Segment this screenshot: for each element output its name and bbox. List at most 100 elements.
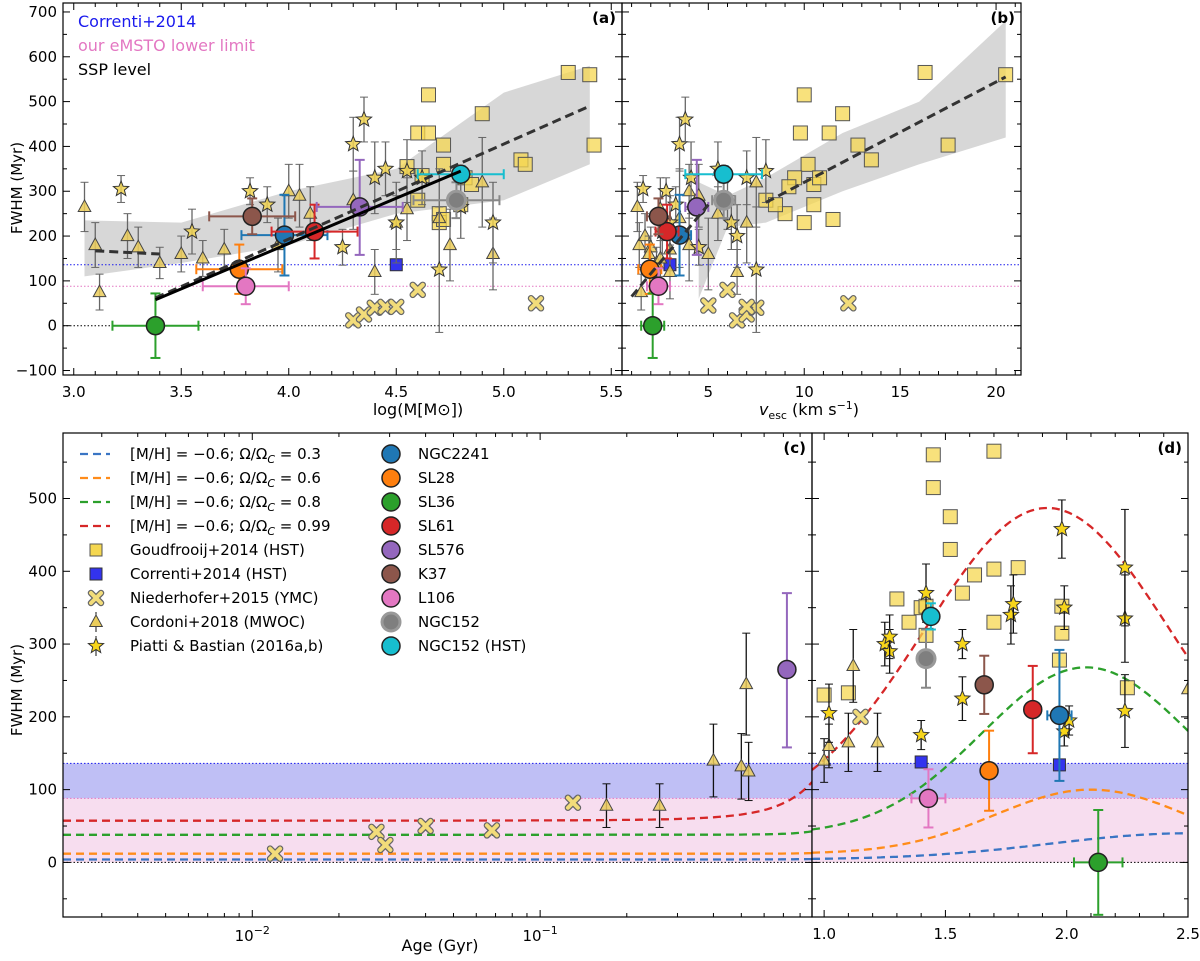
cordoni-triangle bbox=[632, 236, 647, 251]
goudfrooij-square bbox=[942, 509, 958, 525]
piatti-star bbox=[880, 627, 899, 645]
goudfrooij-square bbox=[1010, 560, 1026, 576]
sl576-marker bbox=[777, 659, 797, 680]
goudfrooij-square bbox=[986, 561, 1002, 577]
sl576-marker bbox=[687, 197, 707, 217]
legend-cordoni-marker bbox=[88, 613, 104, 628]
k37-marker bbox=[974, 675, 994, 695]
piatti-star bbox=[689, 237, 708, 255]
goudfrooij-square bbox=[925, 447, 941, 463]
fit-confidence-band bbox=[84, 65, 590, 277]
goudfrooij-square bbox=[940, 137, 956, 153]
cordoni-triangle bbox=[152, 254, 167, 269]
goudfrooij-square bbox=[986, 443, 1002, 459]
goudfrooij-square bbox=[986, 614, 1002, 630]
legend-text: Correnti+2014 bbox=[78, 12, 196, 31]
ylabel-top: FWHM (Myr) bbox=[8, 142, 26, 234]
y-tick-label: 500 bbox=[28, 93, 57, 111]
y-tick-label: −100 bbox=[16, 362, 57, 380]
goudfrooij-square bbox=[825, 211, 841, 227]
piatti-star bbox=[728, 226, 746, 244]
x-tick-label: 4.5 bbox=[384, 383, 408, 401]
legend-correnti-marker bbox=[89, 567, 103, 581]
ngc152-hst-marker bbox=[713, 164, 734, 184]
panel-b: 5 10 15 20 (b) bbox=[621, 2, 1022, 401]
goudfrooij-square bbox=[1054, 625, 1070, 641]
piatti-star bbox=[676, 110, 695, 128]
cordoni-triangle bbox=[174, 245, 189, 260]
x-tick-label: 10 bbox=[795, 383, 814, 401]
fit-line bbox=[154, 169, 462, 302]
x-tick-label: 2.5 bbox=[1176, 925, 1200, 943]
y-tick-label: 0 bbox=[47, 853, 57, 871]
piatti-star bbox=[1002, 605, 1020, 623]
niederhofer-cross bbox=[701, 298, 716, 313]
cordoni-triangle bbox=[870, 734, 885, 748]
goudfrooij-square bbox=[767, 197, 783, 213]
model-curve bbox=[63, 851, 812, 855]
legend-model-value: = 0.99 bbox=[275, 517, 331, 535]
goudfrooij-square bbox=[840, 685, 856, 701]
piatti-star bbox=[398, 161, 416, 179]
legend-sample-text: Piatti & Bastian (2016a,b) bbox=[130, 637, 323, 655]
legend-model-sub: C bbox=[267, 477, 275, 490]
cordoni-triangle bbox=[88, 236, 103, 251]
y-tick-label: 400 bbox=[28, 562, 57, 580]
piatti-star bbox=[183, 222, 201, 240]
legend-cluster-text: NGC2241 bbox=[418, 445, 490, 463]
legend-model-text: [M/H] = −0.6; Ω/ΩC = 0.6 bbox=[130, 469, 321, 490]
legend-cluster-marker bbox=[381, 468, 401, 488]
fit-confidence-band bbox=[698, 20, 1006, 299]
goudfrooij-square bbox=[954, 585, 970, 601]
cordoni-triangle bbox=[120, 228, 135, 242]
ylabel-bottom: FWHM (Myr) bbox=[8, 644, 26, 736]
xlabel-a: log(M[M⊙]) bbox=[373, 400, 463, 419]
x-tick-label: 5 bbox=[704, 383, 714, 401]
x-tick-label: 4.0 bbox=[277, 383, 301, 401]
goudfrooij-square bbox=[421, 125, 436, 141]
legend-model-value: = 0.8 bbox=[275, 493, 321, 511]
goudfrooij-square bbox=[942, 541, 958, 557]
legend-model-text: [M/H] = −0.6; Ω/ΩC = 0.3 bbox=[130, 445, 321, 466]
piatti-star bbox=[953, 689, 972, 707]
niederhofer-cross bbox=[378, 837, 393, 852]
piatti-star bbox=[1116, 558, 1134, 576]
cordoni-triangle bbox=[1194, 652, 1200, 664]
legend-text: our eMSTO lower limit bbox=[78, 36, 255, 55]
cordoni-triangle bbox=[681, 236, 697, 251]
k37-marker bbox=[242, 206, 262, 227]
x-tick-label: 10−1 bbox=[522, 924, 557, 945]
legend-cluster-text: SL61 bbox=[418, 517, 455, 535]
ngc152-marker bbox=[915, 648, 937, 670]
legend-model-main: [M/H] = −0.6; Ω/Ω bbox=[130, 469, 267, 487]
piatti-star bbox=[953, 634, 972, 652]
legend-goudfrooij-marker bbox=[89, 543, 103, 557]
goudfrooij-square bbox=[806, 197, 822, 213]
model-curve bbox=[63, 830, 812, 836]
niederhofer-cross bbox=[484, 823, 499, 838]
panel-label: (a) bbox=[592, 9, 616, 27]
legend-niederhofer-marker bbox=[89, 591, 103, 605]
l106-marker bbox=[918, 788, 939, 809]
legend-model-value: = 0.3 bbox=[275, 445, 321, 463]
legend-model-text: [M/H] = −0.6; Ω/ΩC = 0.8 bbox=[130, 493, 321, 514]
niederhofer-cross bbox=[739, 299, 754, 314]
legend-sample-text: Correnti+2014 (HST) bbox=[130, 565, 287, 583]
legend-cluster-text: SL36 bbox=[418, 493, 455, 511]
legend-cluster-marker bbox=[380, 611, 402, 633]
sl36-marker bbox=[145, 315, 166, 336]
fit-line bbox=[765, 75, 1007, 204]
piatti-star bbox=[657, 181, 675, 199]
fit-line bbox=[154, 104, 591, 300]
niederhofer-cross bbox=[346, 313, 361, 328]
x-tick-exponent: −1 bbox=[542, 924, 558, 937]
y-tick-label: 300 bbox=[28, 182, 57, 200]
goudfrooij-square bbox=[925, 480, 941, 496]
l106-marker bbox=[236, 276, 256, 297]
cordoni-triangle bbox=[630, 198, 645, 212]
legend-model-sub: C bbox=[267, 501, 275, 514]
x-tick-label: 1.5 bbox=[933, 925, 957, 943]
cordoni-triangle bbox=[292, 187, 307, 201]
x-tick-label: 10−2 bbox=[235, 924, 270, 945]
cordoni-triangle bbox=[734, 758, 749, 772]
